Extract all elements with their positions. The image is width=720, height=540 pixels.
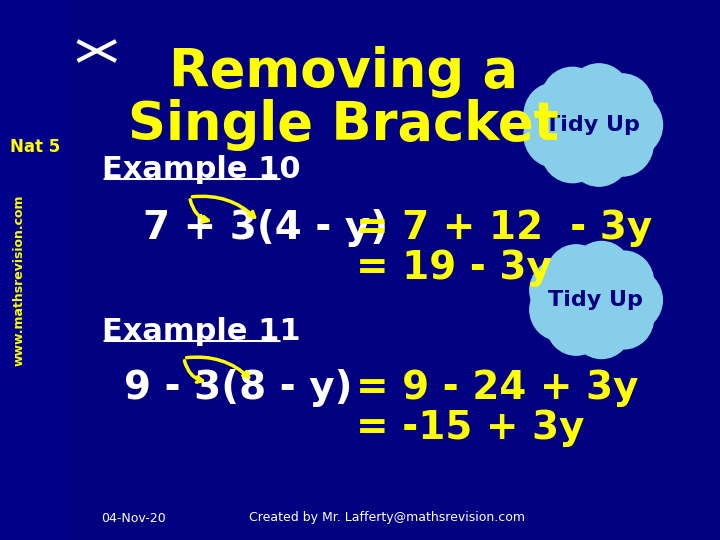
- Text: Example 11: Example 11: [102, 318, 300, 347]
- Circle shape: [591, 74, 653, 138]
- Circle shape: [530, 260, 590, 321]
- Text: Nat 5: Nat 5: [9, 138, 60, 156]
- Text: = -15 + 3y: = -15 + 3y: [356, 409, 585, 447]
- Circle shape: [572, 241, 631, 303]
- Text: = 9 - 24 + 3y: = 9 - 24 + 3y: [356, 369, 639, 407]
- Circle shape: [568, 64, 630, 128]
- Text: Tidy Up: Tidy Up: [544, 115, 639, 135]
- Text: Single Bracket: Single Bracket: [128, 99, 559, 151]
- Circle shape: [541, 68, 603, 132]
- Text: = 19 - 3y: = 19 - 3y: [356, 249, 552, 287]
- Circle shape: [546, 294, 606, 355]
- Circle shape: [524, 83, 586, 147]
- Circle shape: [572, 297, 631, 359]
- Text: 7 + 3(4 - y): 7 + 3(4 - y): [143, 209, 388, 247]
- Circle shape: [603, 269, 662, 331]
- Circle shape: [524, 103, 586, 167]
- Text: = 7 + 12  - 3y: = 7 + 12 - 3y: [356, 209, 652, 247]
- Text: 9 - 3(8 - y): 9 - 3(8 - y): [124, 369, 352, 407]
- Circle shape: [594, 251, 654, 313]
- Text: Removing a: Removing a: [169, 46, 518, 98]
- Bar: [0, 0, 66, 540]
- Circle shape: [600, 93, 662, 157]
- Circle shape: [562, 265, 629, 335]
- Circle shape: [568, 122, 630, 186]
- Text: Example 10: Example 10: [102, 156, 300, 185]
- Circle shape: [546, 245, 606, 307]
- Text: www.mathsrevision.com: www.mathsrevision.com: [13, 194, 26, 366]
- Circle shape: [530, 279, 590, 340]
- Text: Created by Mr. Lafferty@mathsrevision.com: Created by Mr. Lafferty@mathsrevision.co…: [249, 511, 525, 524]
- Circle shape: [557, 89, 627, 161]
- Circle shape: [591, 112, 653, 176]
- Circle shape: [594, 287, 654, 349]
- Circle shape: [541, 118, 603, 183]
- Text: Tidy Up: Tidy Up: [547, 290, 642, 310]
- Text: 04-Nov-20: 04-Nov-20: [102, 511, 166, 524]
